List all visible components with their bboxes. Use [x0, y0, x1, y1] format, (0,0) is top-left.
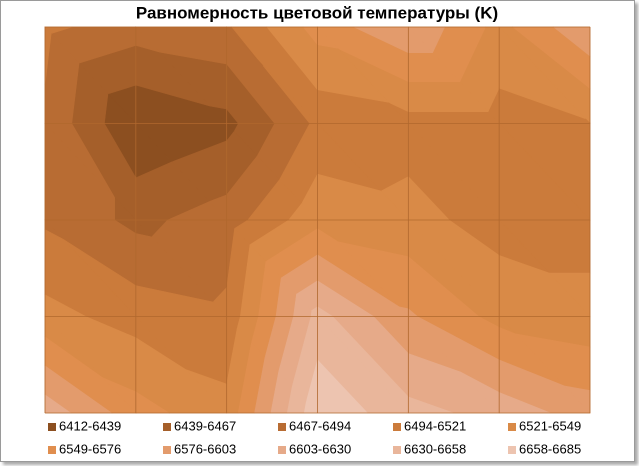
legend-label: 6412-6439: [59, 418, 121, 433]
legend-swatch: [508, 423, 516, 431]
legend-label: 6494-6521: [404, 418, 466, 433]
contour-band: [408, 111, 500, 124]
legend-swatch: [508, 446, 516, 454]
legend-label: 6521-6549: [519, 418, 581, 433]
legend-swatch: [48, 423, 56, 431]
legend-swatch: [393, 423, 401, 431]
legend-label: 6439-6467: [174, 418, 236, 433]
chart-title: Равномерность цветовой температуры (K): [136, 3, 498, 22]
legend-label: 6658-6685: [519, 441, 581, 456]
legend-swatch: [393, 446, 401, 454]
legend-swatch: [278, 446, 286, 454]
legend-swatch: [48, 446, 56, 454]
legend-label: 6576-6603: [174, 441, 236, 456]
legend-swatch: [278, 423, 286, 431]
legend-label: 6630-6658: [404, 441, 466, 456]
legend-label: 6603-6630: [289, 441, 351, 456]
legend-swatch: [163, 446, 171, 454]
legend-swatch: [163, 423, 171, 431]
legend-label: 6549-6576: [59, 441, 121, 456]
legend-label: 6467-6494: [289, 418, 351, 433]
